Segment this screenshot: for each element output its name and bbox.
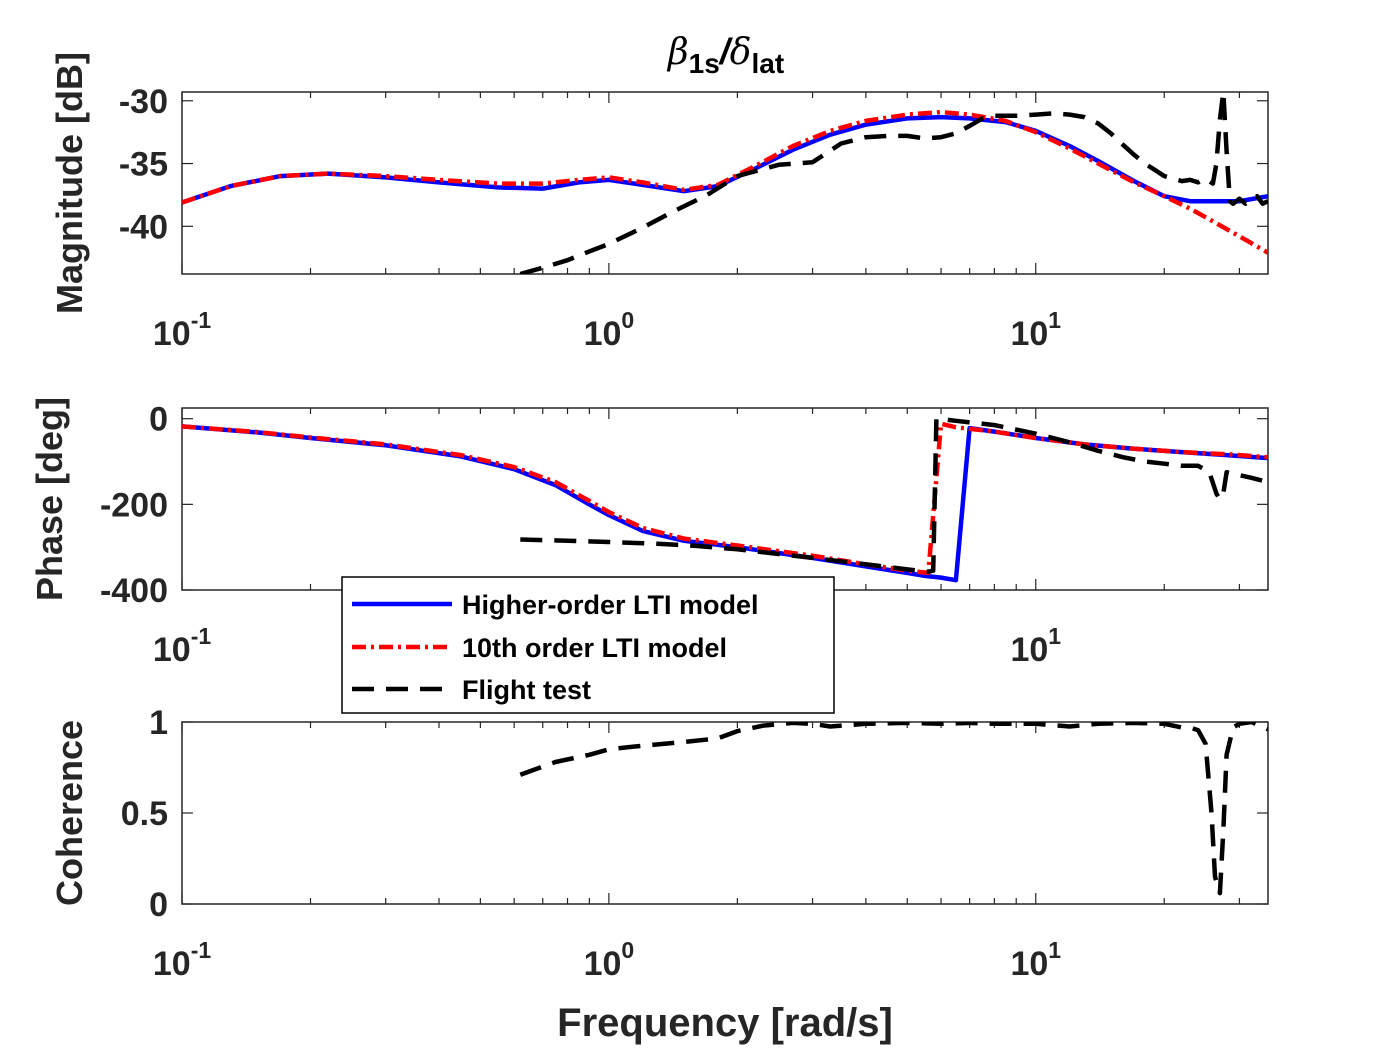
series-10th-order-lti-model	[182, 109, 1268, 255]
series-flight-test	[519, 722, 1268, 896]
x-tick-label: 100	[584, 937, 635, 983]
title-denominator: δ	[730, 32, 752, 73]
y-tick-label: -40	[119, 208, 168, 246]
coherence-ylabel: Coherence	[49, 720, 90, 906]
x-tick-label: 101	[1010, 307, 1061, 353]
x-tick-label: 10-1	[153, 937, 211, 983]
x-axis-label: Frequency [rad/s]	[557, 1001, 893, 1045]
y-tick-label: -200	[100, 486, 168, 524]
x-tick-label: 10-1	[153, 307, 211, 353]
chart-title: β1s/δlat	[666, 31, 784, 79]
y-tick-label: 0	[149, 886, 168, 924]
x-tick-label: 101	[1010, 623, 1061, 669]
title-numerator-sub: 1s	[689, 48, 720, 79]
legend: Higher-order LTI model 10th order LTI mo…	[341, 576, 835, 714]
coherence-axes	[181, 721, 1269, 905]
y-tick-label: 1	[149, 704, 168, 742]
legend-label-flight-test: Flight test	[462, 675, 591, 705]
legend-label-10th-order: 10th order LTI model	[462, 633, 727, 663]
y-tick-label: -30	[119, 83, 168, 121]
title-denominator-sub: lat	[751, 48, 784, 79]
coherence-panel: 10-1 100 101 1 0.5 0 Coherence	[49, 704, 1269, 983]
title-numerator: β	[666, 32, 689, 73]
series-flight-test	[519, 92, 1268, 274]
series-flight-test	[520, 416, 1268, 574]
phase-ylabel: Phase [deg]	[29, 397, 70, 601]
title-slash: /	[718, 31, 734, 72]
legend-label-higher-order: Higher-order LTI model	[462, 590, 759, 620]
y-tick-label: 0	[149, 401, 168, 439]
magnitude-ylabel: Magnitude [dB]	[49, 52, 90, 314]
phase-panel: 10-11001010-200-400 Phase [deg]	[29, 397, 1269, 669]
phase-axes	[181, 407, 1269, 591]
y-tick-label: -400	[100, 572, 168, 610]
x-tick-label: 101	[1010, 937, 1061, 983]
x-tick-label: 100	[584, 307, 635, 353]
magnitude-panel: 10-1 100 101 -30 -35 -40 Magnitude [dB]	[49, 52, 1269, 353]
y-tick-label: -35	[119, 146, 168, 184]
x-tick-label: 10-1	[153, 623, 211, 669]
y-tick-label: 0.5	[121, 795, 168, 833]
